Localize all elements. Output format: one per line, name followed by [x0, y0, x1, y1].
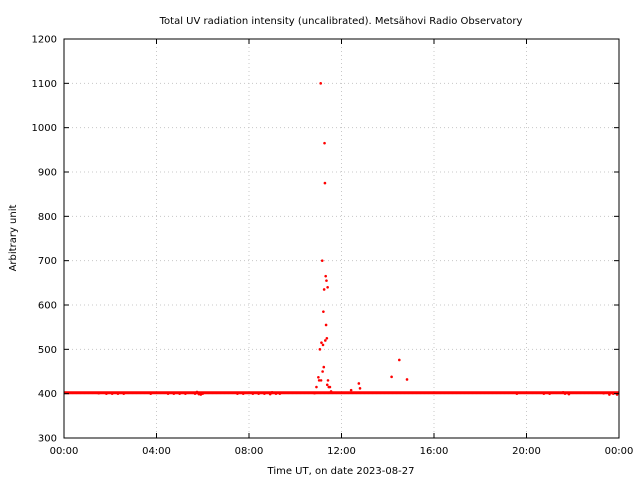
- data-point: [561, 391, 565, 394]
- y-tick-label: 1100: [32, 79, 57, 90]
- data-point: [542, 392, 546, 395]
- y-tick-label: 400: [38, 389, 57, 400]
- data-point: [110, 392, 114, 395]
- data-point: [268, 392, 272, 396]
- x-axis-label: Time UT, on date 2023-08-27: [267, 466, 415, 477]
- data-point: [325, 383, 329, 387]
- data-point: [319, 379, 323, 382]
- y-tick-label: 300: [38, 434, 57, 445]
- data-point: [326, 285, 329, 289]
- data-point: [278, 392, 282, 395]
- data-point: [323, 181, 327, 185]
- data-point: [317, 375, 320, 379]
- y-tick-label: 600: [38, 301, 57, 312]
- y-tick-label: 700: [38, 256, 57, 267]
- data-point: [241, 392, 245, 395]
- data-point: [166, 392, 170, 395]
- data-point: [315, 385, 318, 389]
- x-tick-label: 00:00: [50, 446, 79, 457]
- data-point: [105, 392, 108, 395]
- data-point: [122, 392, 126, 395]
- data-point: [563, 392, 567, 395]
- data-point: [322, 365, 326, 369]
- data-point: [405, 378, 409, 381]
- data-point: [567, 392, 571, 396]
- x-tick-label: 00:00: [605, 446, 634, 457]
- data-point: [257, 392, 260, 395]
- data-point: [149, 392, 153, 395]
- x-tick-label: 20:00: [512, 446, 541, 457]
- data-point: [236, 392, 239, 395]
- data-point: [324, 339, 327, 342]
- x-tick-label: 12:00: [327, 446, 356, 457]
- data-point: [328, 385, 332, 389]
- data-point: [178, 392, 181, 395]
- data-point: [322, 288, 326, 291]
- chart-title: Total UV radiation intensity (uncalibrat…: [159, 16, 523, 27]
- grid-lines: [64, 39, 619, 438]
- data-point: [274, 392, 278, 395]
- data-point: [325, 279, 328, 282]
- data-point: [398, 358, 401, 362]
- data-point: [321, 343, 325, 347]
- data-point: [357, 382, 361, 385]
- plot-frame: [63, 38, 620, 439]
- data-point: [358, 387, 362, 390]
- data-point: [318, 348, 322, 351]
- data-point: [548, 392, 551, 395]
- data-point: [326, 379, 330, 382]
- data-point: [313, 391, 316, 395]
- y-tick-label: 500: [38, 345, 57, 356]
- data-points: [64, 82, 619, 396]
- data-point: [349, 388, 353, 392]
- data-point: [193, 392, 197, 395]
- data-point: [608, 393, 611, 396]
- axis-ticks: 00:00 04:00 08:00 12:00 16:00 20:00 00:0030040…: [32, 35, 634, 458]
- data-point: [172, 392, 176, 395]
- y-axis-label: Arbitrary unit: [8, 205, 19, 272]
- x-tick-label: 16:00: [420, 446, 449, 457]
- data-point: [324, 274, 327, 278]
- data-point: [270, 391, 274, 394]
- data-point: [611, 392, 615, 395]
- y-tick-label: 800: [38, 212, 57, 223]
- data-point: [195, 390, 199, 394]
- data-point: [329, 390, 333, 393]
- y-tick-label: 1000: [32, 123, 57, 134]
- y-tick-label: 900: [38, 168, 57, 179]
- data-point: [263, 392, 266, 395]
- data-point: [116, 392, 120, 395]
- data-point: [602, 391, 605, 395]
- data-point: [251, 392, 255, 395]
- data-point: [324, 323, 328, 327]
- data-point: [323, 141, 326, 145]
- data-point: [97, 391, 100, 395]
- data-point: [320, 259, 324, 262]
- data-point: [325, 336, 329, 340]
- x-tick-label: 08:00: [235, 446, 264, 457]
- data-point: [390, 375, 393, 379]
- data-point: [321, 370, 324, 373]
- y-tick-label: 1200: [32, 35, 57, 46]
- x-tick-label: 04:00: [142, 446, 171, 457]
- data-point: [322, 310, 325, 313]
- data-point: [184, 392, 187, 395]
- data-point: [319, 82, 322, 85]
- data-point: [317, 379, 321, 382]
- data-point: [201, 392, 205, 395]
- data-point: [320, 341, 323, 344]
- data-point: [515, 392, 519, 395]
